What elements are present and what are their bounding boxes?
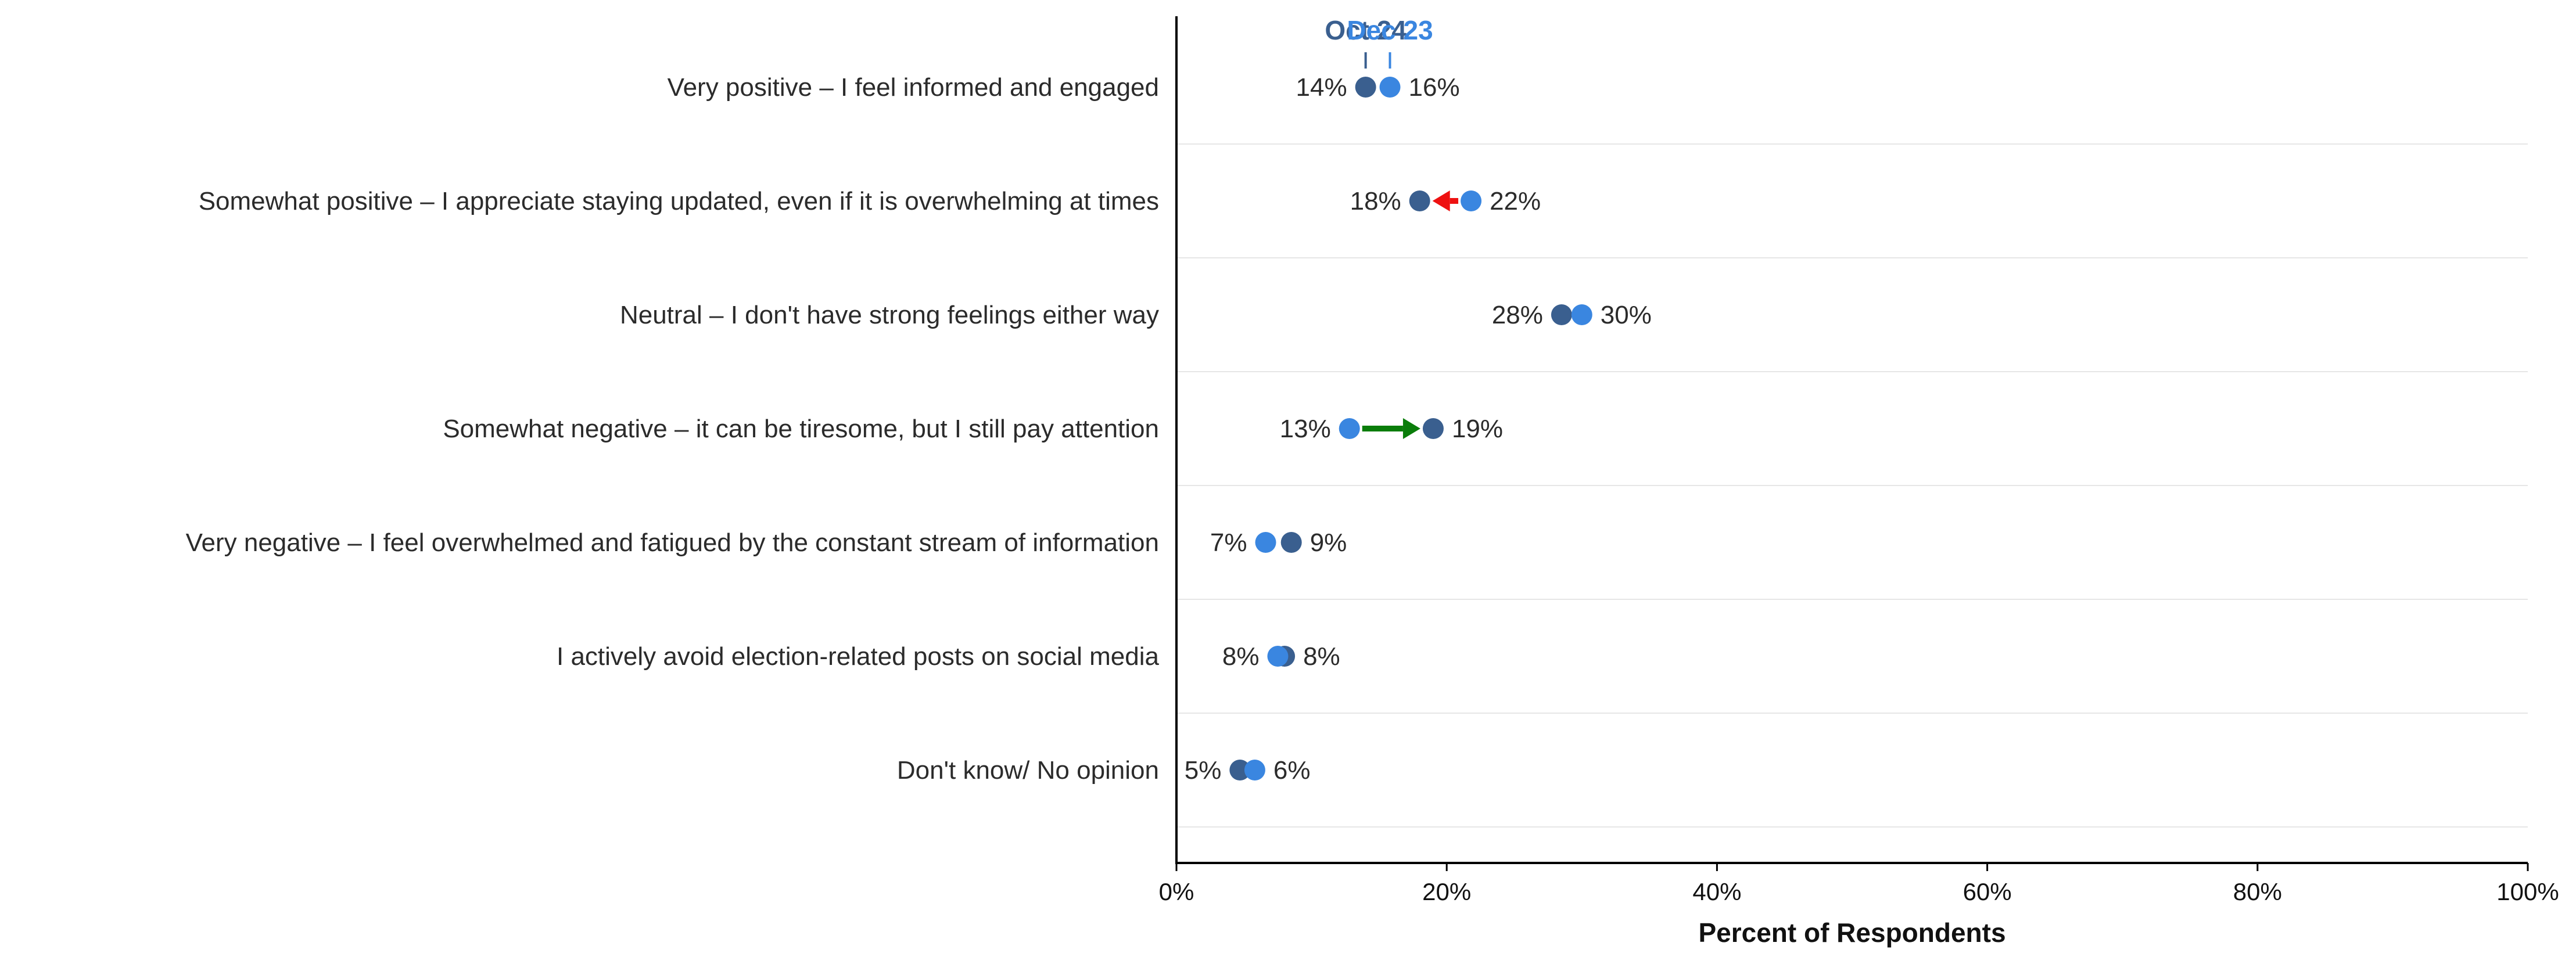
x-tick-label: 40% xyxy=(1692,878,1741,905)
point-oct-24 xyxy=(1280,532,1302,553)
category-label: I actively avoid election-related posts … xyxy=(557,642,1160,671)
value-label: 5% xyxy=(1185,756,1222,785)
value-label: 19% xyxy=(1452,415,1503,443)
value-label: 6% xyxy=(1273,756,1311,785)
change-arrow-head xyxy=(1432,190,1450,211)
point-oct-24 xyxy=(1229,760,1251,780)
value-label: 18% xyxy=(1350,187,1401,215)
value-label: 13% xyxy=(1280,415,1331,443)
point-oct-24 xyxy=(1409,190,1430,211)
x-axis-ticks: 0% 20% 40% 60% 80% 100% xyxy=(1159,863,2559,905)
point-oct-24 xyxy=(1551,304,1572,325)
axes xyxy=(1175,16,2528,864)
value-labels: 14% 16% 18% 22% 28% 30% 13% 19% 7% 9% 8% 8% 5% 6% xyxy=(1185,73,1652,785)
x-tick-label: 100% xyxy=(2496,878,2559,905)
point-dec-23 xyxy=(1461,190,1482,211)
value-label: 16% xyxy=(1409,73,1460,102)
value-label: 8% xyxy=(1222,642,1260,671)
category-label: Don't know/ No opinion xyxy=(897,756,1159,785)
value-label: 7% xyxy=(1210,528,1247,557)
legend-label: Dec 23 xyxy=(1347,15,1433,45)
change-arrow-head xyxy=(1402,418,1420,439)
data-points xyxy=(1229,77,1592,780)
change-arrows xyxy=(1362,190,1459,439)
category-label: Somewhat negative – it can be tiresome, … xyxy=(443,415,1159,443)
value-label: 8% xyxy=(1303,642,1340,671)
value-label: 14% xyxy=(1296,73,1347,102)
category-label: Somewhat positive – I appreciate staying… xyxy=(199,187,1159,215)
point-dec-23 xyxy=(1244,760,1265,780)
category-label: Very negative – I feel overwhelmed and f… xyxy=(186,528,1159,557)
value-label: 22% xyxy=(1490,187,1541,215)
grid-lines xyxy=(1176,143,2528,828)
value-label: 30% xyxy=(1601,301,1652,329)
value-label: 9% xyxy=(1310,528,1347,557)
category-label: Very positive – I feel informed and enga… xyxy=(668,73,1159,102)
point-dec-23 xyxy=(1339,418,1360,439)
point-oct-24 xyxy=(1422,418,1444,439)
value-label: 28% xyxy=(1492,301,1543,329)
point-oct-24 xyxy=(1355,77,1376,98)
category-labels: Very positive – I feel informed and enga… xyxy=(186,73,1160,785)
x-tick-label: 60% xyxy=(1963,878,2012,905)
legend-label: Oct 24 xyxy=(1325,15,1407,45)
point-dec-23 xyxy=(1571,304,1592,325)
point-dec-23 xyxy=(1255,532,1276,553)
category-label: Neutral – I don't have strong feelings e… xyxy=(620,301,1159,329)
point-dec-23 xyxy=(1267,646,1289,667)
x-axis-title: Percent of Respondents xyxy=(1698,918,2005,948)
x-tick-label: 80% xyxy=(2233,878,2282,905)
point-dec-23 xyxy=(1379,77,1401,98)
x-tick-label: 20% xyxy=(1422,878,1471,905)
x-tick-label: 0% xyxy=(1159,878,1194,905)
